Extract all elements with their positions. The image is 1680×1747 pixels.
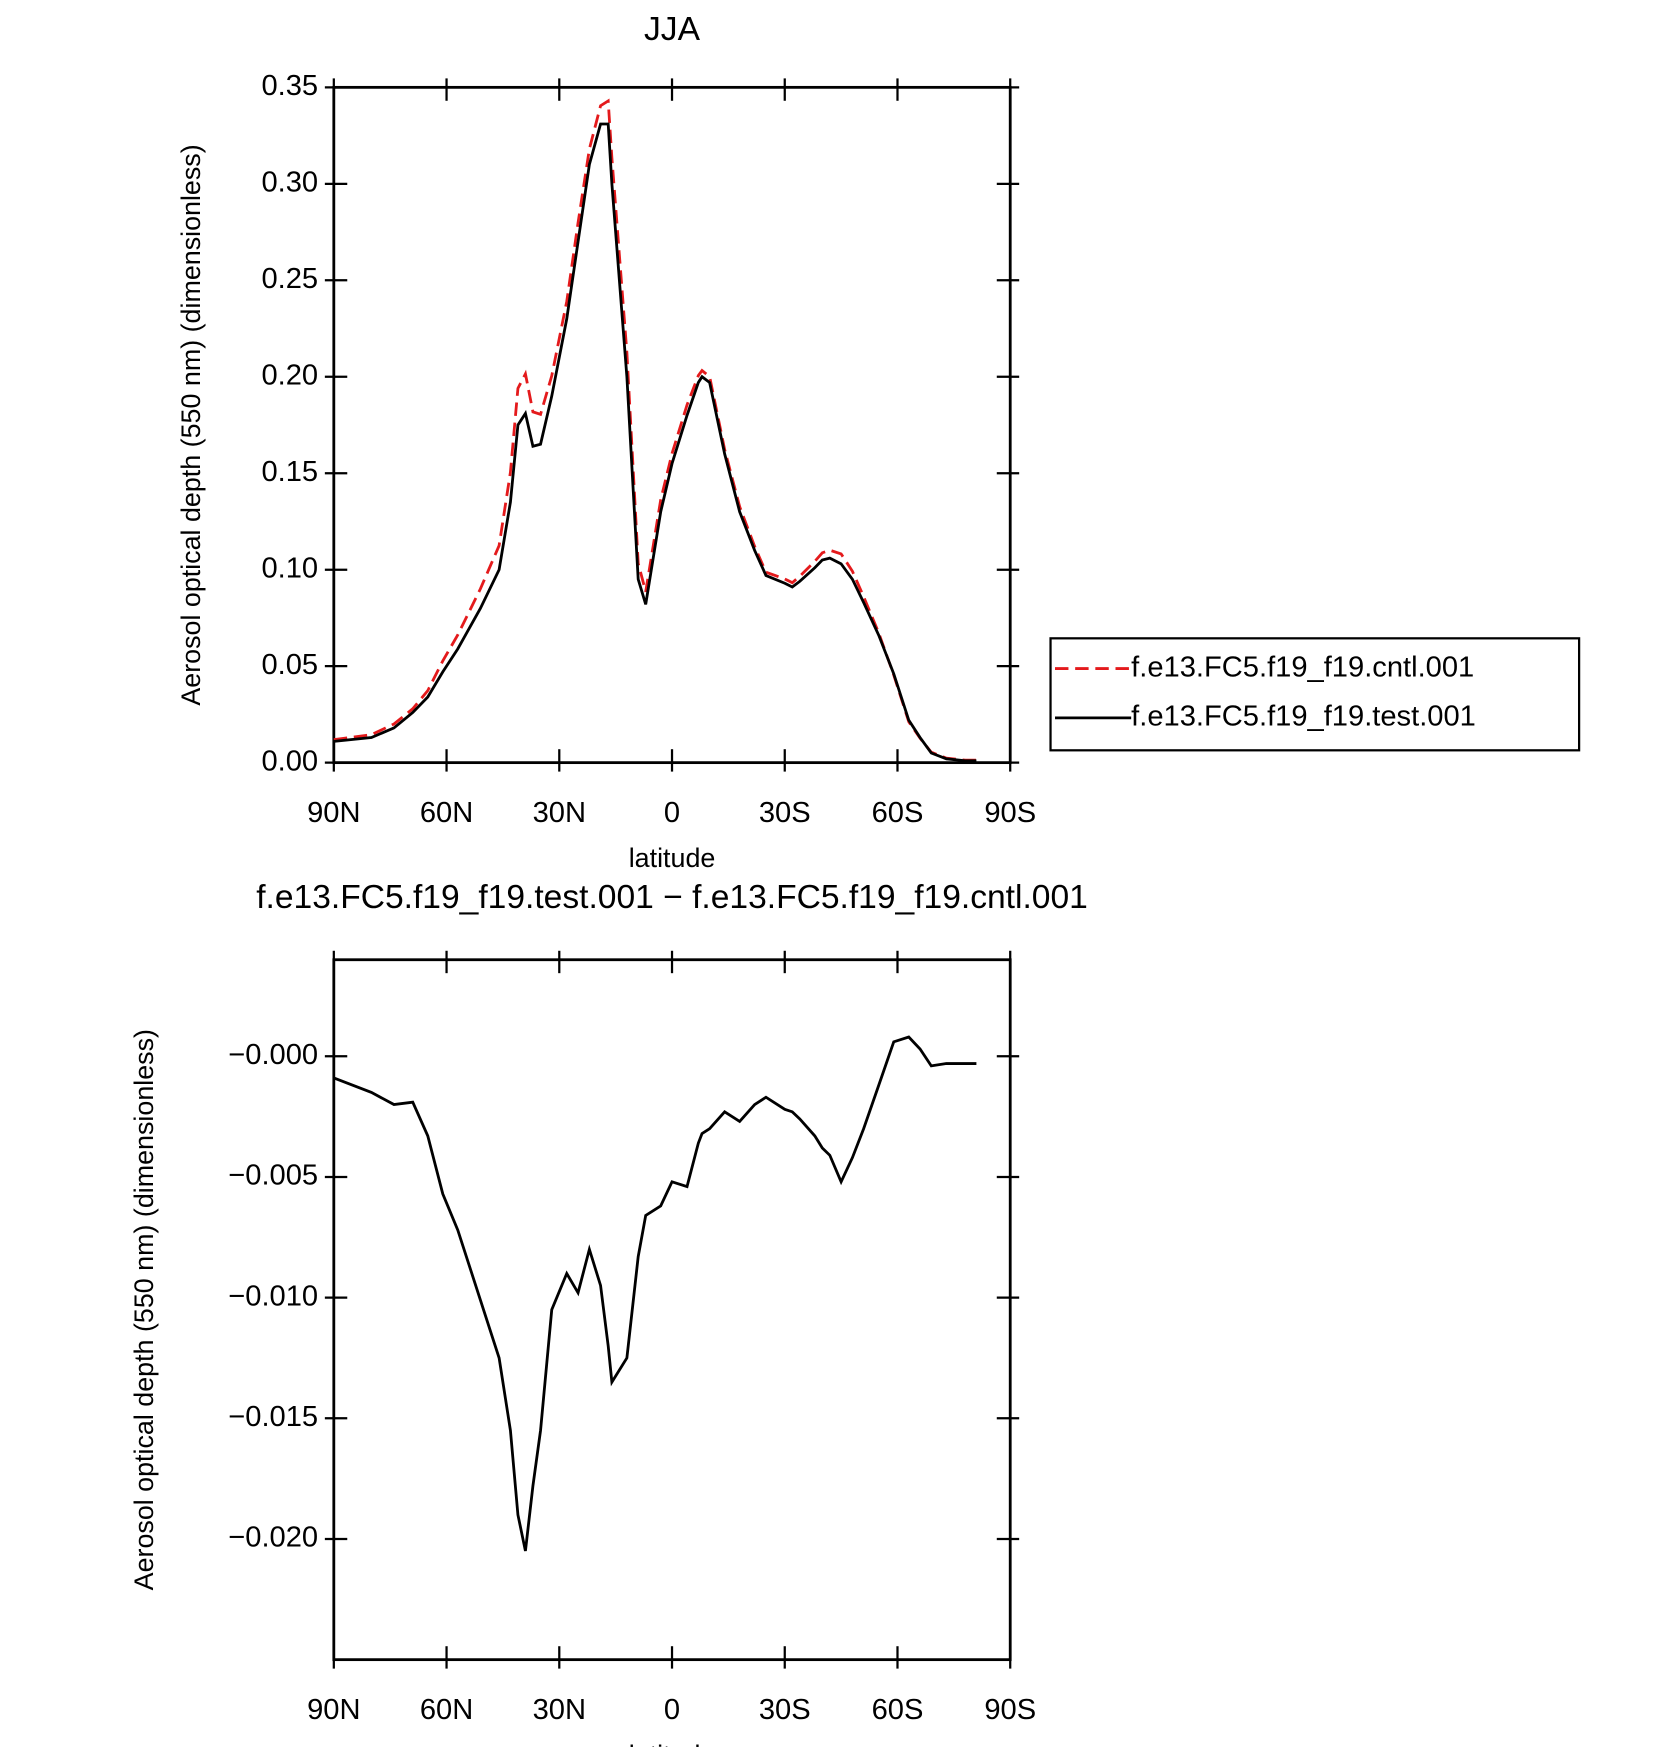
- x-tick-label: 90S: [984, 797, 1036, 829]
- x-tick-label: 30S: [759, 1694, 811, 1726]
- x-tick-label: 60N: [420, 797, 473, 829]
- legend-label: f.e13.FC5.f19_f19.cntl.001: [1131, 651, 1474, 683]
- x-tick-label: 60S: [872, 1694, 924, 1726]
- plot-frame: [332, 85, 1012, 765]
- y-tick-label: 0.20: [261, 359, 318, 391]
- y-tick-label: −0.015: [228, 1401, 318, 1433]
- y-tick-label: 0.25: [261, 263, 318, 295]
- y-tick-label: −0.000: [228, 1039, 318, 1071]
- chart-title: JJA: [644, 11, 701, 48]
- x-tick-label: 30N: [533, 797, 586, 829]
- y-tick-label: 0.35: [261, 70, 318, 102]
- y-tick-label: 0.15: [261, 456, 318, 488]
- legend-label: f.e13.FC5.f19_f19.test.001: [1131, 701, 1476, 733]
- y-tick-label: 0.00: [261, 745, 318, 777]
- data-line: [333, 98, 977, 762]
- x-tick-label: 30S: [759, 797, 811, 829]
- x-tick-label: 90N: [307, 1694, 360, 1726]
- plot-frame: [332, 958, 1012, 1662]
- y-tick-label: 0.05: [261, 649, 318, 681]
- x-tick-label: 60S: [872, 797, 924, 829]
- x-tick-label: 0: [664, 1694, 680, 1726]
- x-tick-label: 60N: [420, 1694, 473, 1726]
- y-tick-label: −0.020: [228, 1522, 318, 1554]
- legend-box: [1049, 637, 1581, 752]
- x-tick-label: 0: [664, 797, 680, 829]
- x-axis-label: latitude: [629, 1740, 716, 1747]
- y-tick-label: 0.10: [261, 552, 318, 584]
- x-tick-label: 30N: [533, 1694, 586, 1726]
- x-tick-label: 90S: [984, 1694, 1036, 1726]
- y-tick-label: −0.010: [228, 1280, 318, 1312]
- data-line: [333, 122, 977, 763]
- y-tick-label: −0.005: [228, 1160, 318, 1192]
- y-axis-label: Aerosol optical depth (550 nm) (dimensio…: [176, 144, 206, 705]
- y-axis-label: Aerosol optical depth (550 nm) (dimensio…: [129, 1029, 159, 1590]
- x-axis-label: latitude: [629, 843, 716, 873]
- data-line: [333, 1035, 977, 1552]
- y-tick-label: 0.30: [261, 167, 318, 199]
- x-tick-label: 90N: [307, 797, 360, 829]
- chart-title: f.e13.FC5.f19_f19.test.001 − f.e13.FC5.f…: [256, 879, 1088, 916]
